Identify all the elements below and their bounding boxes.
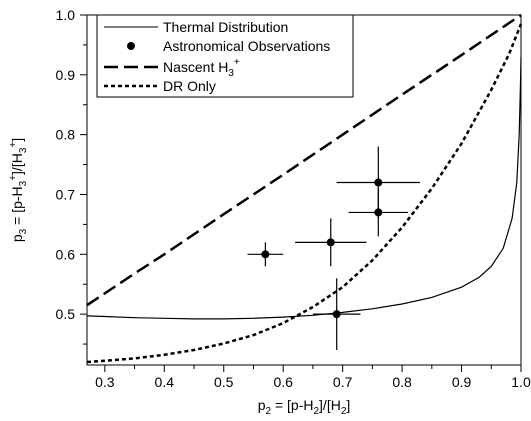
y-tick-label: 1.0 xyxy=(56,7,76,23)
legend: Thermal Distribution Astronomical Observ… xyxy=(96,14,354,98)
observation-point xyxy=(374,178,383,187)
y-tick-label: 0.7 xyxy=(56,186,76,202)
x-tick-label: 0.3 xyxy=(95,374,115,390)
observation-point xyxy=(261,250,270,259)
y-axis: 0.5 0.6 0.7 0.8 0.9 1.0 xyxy=(56,7,87,345)
x-tick-label: 0.4 xyxy=(155,374,175,390)
series-layer xyxy=(86,13,523,364)
y-tick-label: 0.9 xyxy=(56,67,76,83)
y-tick-label: 0.5 xyxy=(56,306,76,322)
x-axis: 0.3 0.4 0.5 0.6 0.7 0.8 0.9 1.0 xyxy=(95,365,531,390)
legend-label-nascent: Nascent H3+ xyxy=(163,57,240,79)
legend-label-thermal: Thermal Distribution xyxy=(163,19,288,35)
series-line-thermal xyxy=(86,56,522,320)
y-tick-label: 0.6 xyxy=(56,246,76,262)
x-axis-label: p2 = [p-H2]/[H2] xyxy=(258,397,351,417)
observation-point xyxy=(332,310,341,319)
x-tick-label: 0.8 xyxy=(392,374,412,390)
legend-swatch-observations xyxy=(127,42,135,50)
x-tick-label: 0.9 xyxy=(452,374,472,390)
y-tick-label: 0.8 xyxy=(56,127,76,143)
legend-box xyxy=(96,14,354,98)
x-tick-label: 0.7 xyxy=(333,374,353,390)
x-tick-label: 0.5 xyxy=(214,374,234,390)
series-line-nascent xyxy=(86,13,522,307)
y-axis-label: p3 = [p-H3+]/[H3+] xyxy=(8,138,29,242)
observation-point xyxy=(326,238,335,247)
legend-label-dr: DR Only xyxy=(163,78,216,94)
x-tick-label: 0.6 xyxy=(273,374,293,390)
legend-label-observations: Astronomical Observations xyxy=(163,38,330,54)
x-tick-label: 1.0 xyxy=(511,374,531,390)
series-line-dr xyxy=(86,23,523,364)
